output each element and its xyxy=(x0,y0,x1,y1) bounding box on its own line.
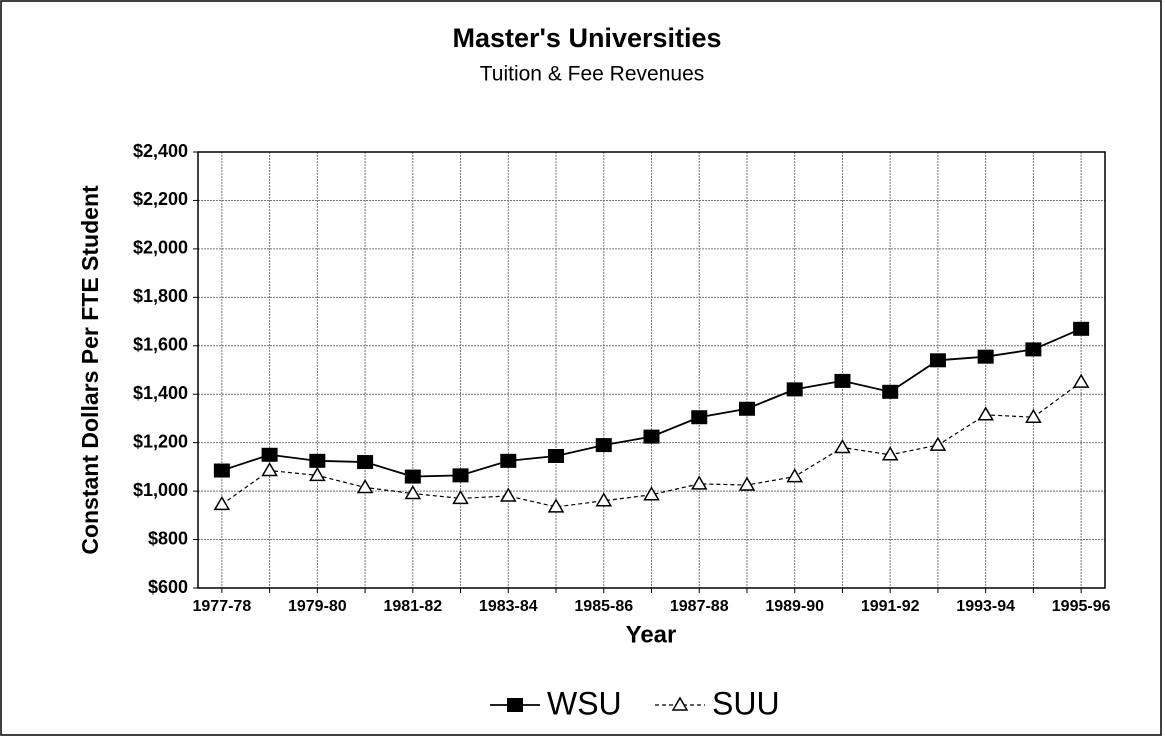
x-tick-label: 1987-88 xyxy=(670,598,729,615)
marker-triangle xyxy=(404,485,422,500)
marker-triangle xyxy=(261,462,278,477)
marker-triangle xyxy=(499,487,517,502)
marker-square xyxy=(1025,342,1042,357)
marker-square xyxy=(882,384,899,399)
marker-triangle xyxy=(452,489,469,505)
marker-triangle xyxy=(977,406,994,421)
x-tick-label: 1993-94 xyxy=(956,598,1015,615)
x-tick-label: 1981-82 xyxy=(383,598,442,615)
y-tick-label: $2,000 xyxy=(133,238,188,258)
y-tick-label: $1,800 xyxy=(133,286,188,306)
marker-triangle xyxy=(595,492,613,507)
marker-square xyxy=(452,468,469,483)
marker-square xyxy=(357,455,374,470)
y-tick-label: $2,200 xyxy=(133,189,188,209)
marker-square xyxy=(929,353,946,368)
marker-square xyxy=(595,438,612,453)
marker-square xyxy=(507,698,523,712)
marker-square xyxy=(691,410,708,425)
marker-triangle xyxy=(547,498,565,513)
x-tick-label: 1985-86 xyxy=(574,598,633,615)
marker-triangle xyxy=(213,495,231,511)
y-tick-label: $1,600 xyxy=(133,335,188,355)
x-tick-label: 1977-78 xyxy=(193,598,252,615)
plot-border xyxy=(197,151,1106,589)
marker-square xyxy=(1073,321,1090,336)
marker-square xyxy=(786,382,803,397)
marker-triangle xyxy=(881,446,899,461)
marker-triangle xyxy=(671,696,689,711)
marker-square xyxy=(977,349,994,364)
y-axis-label: Constant Dollars Per FTE Student xyxy=(77,185,103,555)
legend-label: SUU xyxy=(712,685,780,721)
marker-square xyxy=(213,463,230,478)
marker-square xyxy=(548,448,565,463)
marker-triangle xyxy=(356,478,374,494)
x-tick-label: 1995-96 xyxy=(1052,598,1111,615)
marker-square xyxy=(738,401,755,416)
legend-label: WSU xyxy=(547,685,622,721)
marker-square xyxy=(643,429,660,444)
marker-square xyxy=(500,453,517,468)
y-tick-label: $1,000 xyxy=(133,480,188,500)
marker-triangle xyxy=(786,468,804,483)
y-tick-label: $1,200 xyxy=(133,431,188,451)
y-tick-label: $2,400 xyxy=(133,141,188,161)
marker-square xyxy=(834,373,851,388)
marker-triangle xyxy=(309,466,326,482)
marker-triangle xyxy=(690,475,708,490)
x-tick-label: 1989-90 xyxy=(765,598,824,615)
x-tick-label: 1983-84 xyxy=(479,598,538,615)
marker-square xyxy=(261,447,278,462)
marker-triangle xyxy=(1072,373,1090,388)
y-tick-label: $600 xyxy=(148,577,188,597)
chart-title: Master's Universities xyxy=(452,23,721,53)
y-tick-label: $1,400 xyxy=(133,383,188,403)
marker-triangle xyxy=(834,439,851,454)
x-tick-label: 1979-80 xyxy=(288,598,347,615)
x-axis-label: Year xyxy=(626,621,677,648)
marker-triangle xyxy=(643,486,660,501)
y-tick-label: $800 xyxy=(148,528,188,548)
marker-triangle xyxy=(929,436,947,451)
marker-triangle xyxy=(738,476,756,491)
x-tick-label: 1991-92 xyxy=(861,598,920,615)
marker-square xyxy=(309,453,326,468)
marker-triangle xyxy=(1025,408,1042,423)
marker-square xyxy=(404,469,421,484)
chart-subtitle: Tuition & Fee Revenues xyxy=(480,63,705,86)
